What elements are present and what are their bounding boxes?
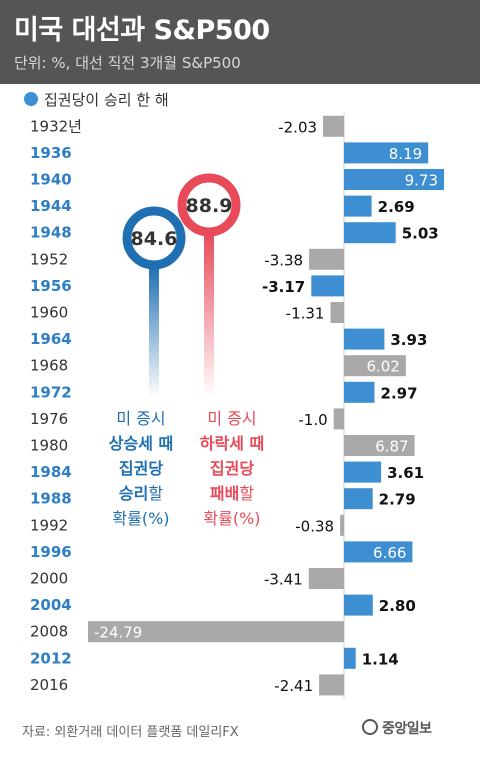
year-label: 1940 xyxy=(30,171,72,189)
bar xyxy=(309,248,344,270)
bar xyxy=(88,621,344,643)
pin-caption-line: 미 증시 xyxy=(116,409,165,428)
year-label: 2012 xyxy=(30,649,72,667)
bar xyxy=(344,381,375,403)
bar xyxy=(344,435,415,456)
year-label: 1988 xyxy=(30,490,72,508)
bar xyxy=(311,275,344,297)
year-label: 1984 xyxy=(30,463,72,481)
year-label: 1968 xyxy=(30,357,68,375)
bar xyxy=(344,142,429,164)
value-label: 6.02 xyxy=(366,358,399,376)
bar xyxy=(344,328,385,350)
bar xyxy=(344,461,382,483)
year-label: 1992 xyxy=(30,516,68,534)
value-label: -1.0 xyxy=(298,411,327,429)
value-label: 6.87 xyxy=(375,438,408,456)
pin-caption-line: 상승세 때 xyxy=(109,434,173,453)
year-label: 1980 xyxy=(30,437,68,455)
bar xyxy=(344,647,356,669)
pin-value: 88.9 xyxy=(186,195,233,217)
bar xyxy=(344,488,373,510)
pin-stem xyxy=(149,266,159,398)
year-label: 2016 xyxy=(30,676,68,694)
year-label: 1952 xyxy=(30,250,68,268)
value-label: 9.73 xyxy=(405,172,438,190)
page-title: 미국 대선과 S&P500 xyxy=(14,15,270,46)
year-label: 2008 xyxy=(30,623,68,641)
pin-stem xyxy=(204,233,214,398)
pin-circle xyxy=(177,173,241,237)
value-label: 2.80 xyxy=(379,597,416,615)
pin-caption-line: 미 증시 xyxy=(207,409,256,428)
value-label: 6.66 xyxy=(373,544,406,562)
value-label: -3.17 xyxy=(262,278,305,296)
value-label: -2.41 xyxy=(274,677,313,695)
bar xyxy=(319,674,344,696)
bar xyxy=(308,568,344,589)
pin-caption-line: 집권당 xyxy=(210,459,254,478)
value-label: -3.38 xyxy=(264,251,303,269)
pin-circle xyxy=(122,206,186,270)
pin-caption-line: 확률(%) xyxy=(112,509,169,528)
page-subtitle: 단위: %, 대선 직전 3개월 S&P500 xyxy=(14,54,241,72)
value-label: 2.97 xyxy=(381,384,418,402)
year-label: 1936 xyxy=(30,144,72,162)
value-label: 3.61 xyxy=(387,464,424,482)
pin-caption-line: 집권당 xyxy=(119,459,163,478)
bar xyxy=(333,408,344,430)
pin-value: 84.6 xyxy=(131,228,178,250)
legend-label: 집권당이 승리 한 해 xyxy=(44,91,169,109)
year-label: 1956 xyxy=(30,277,72,295)
value-label: 2.69 xyxy=(378,198,415,216)
year-label: 1948 xyxy=(30,224,72,242)
year-label: 2004 xyxy=(30,596,72,614)
header: 미국 대선과 S&P500 단위: %, 대선 직전 3개월 S&P500 xyxy=(0,0,480,84)
value-label: 3.93 xyxy=(390,331,427,349)
year-label: 1944 xyxy=(30,197,72,215)
bar xyxy=(344,169,444,190)
year-label: 1932년 xyxy=(30,117,82,135)
bar xyxy=(344,541,413,563)
year-label: 1972 xyxy=(30,383,72,401)
bar xyxy=(344,195,372,217)
pin-caption-line: 패배할 xyxy=(210,484,254,503)
year-label: 1976 xyxy=(30,410,68,428)
value-label: -1.31 xyxy=(286,305,325,323)
year-label: 2000 xyxy=(30,570,68,588)
value-label: -2.03 xyxy=(278,118,317,136)
bar xyxy=(344,355,406,377)
value-label: 2.79 xyxy=(379,491,416,509)
value-label: -24.79 xyxy=(94,624,142,642)
bar xyxy=(330,302,344,323)
pin-caption-line: 승리할 xyxy=(119,484,163,503)
value-label: -3.41 xyxy=(264,571,303,589)
value-label: 8.19 xyxy=(389,145,422,163)
logo-circle-icon xyxy=(362,719,378,735)
year-label: 1964 xyxy=(30,330,72,348)
logo-text: 중앙일보 xyxy=(382,721,432,737)
pin-caption-line: 확률(%) xyxy=(203,509,260,528)
value-label: -0.38 xyxy=(295,517,334,535)
pin-caption-line: 하락세 때 xyxy=(200,434,264,453)
value-label: 5.03 xyxy=(402,225,439,243)
source-note: 자료: 외환거래 데이터 플랫폼 데일리FX xyxy=(22,725,239,740)
legend-marker xyxy=(24,92,38,106)
bar xyxy=(340,514,344,536)
bar xyxy=(323,115,344,137)
year-label: 1996 xyxy=(30,543,72,561)
year-label: 1960 xyxy=(30,304,68,322)
value-label: 1.14 xyxy=(362,650,399,668)
bar xyxy=(344,222,396,244)
bar xyxy=(344,594,373,616)
